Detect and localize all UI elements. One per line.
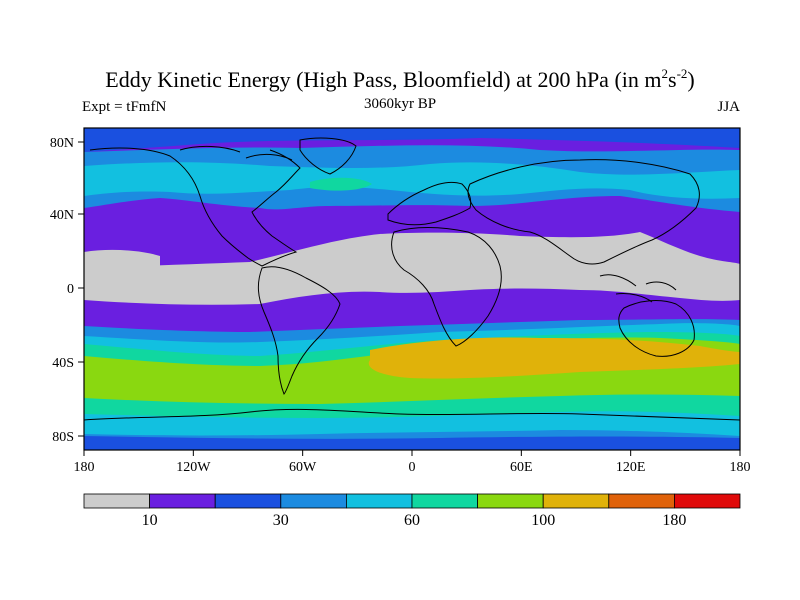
coast-greenland (299, 137, 357, 175)
coast-asia (467, 159, 700, 265)
coast-arctic-islands (179, 145, 293, 161)
coast-antarctica (84, 408, 740, 421)
coastlines (84, 137, 740, 421)
y-axis-ticks: 80N 40N 0 40S 80S (50, 136, 84, 445)
x-axis-ticks: 180 120W 60W 0 60E 120E 180 (74, 450, 751, 475)
colorbar-swatch (345, 493, 413, 509)
coast-europe (387, 181, 472, 226)
y-tick-label: 80N (50, 136, 74, 151)
colorbar-swatch (214, 493, 282, 509)
colorbar-swatch (83, 493, 150, 509)
experiment-label: Expt = tFmfN (82, 99, 167, 115)
x-tick-label: 120E (616, 460, 646, 475)
coast-africa (391, 227, 502, 347)
y-tick-label: 40N (50, 208, 74, 223)
eke-field (84, 128, 740, 450)
colorbar-swatch (477, 493, 544, 509)
colorbar-label: 180 (662, 512, 686, 529)
colorbar-swatch (411, 493, 478, 509)
band-south-orange (368, 337, 740, 379)
y-tick-label: 80S (52, 430, 74, 445)
x-tick-label: 60W (289, 460, 317, 475)
y-tick-label: 40S (52, 356, 74, 371)
coast-north-america (89, 147, 301, 267)
coast-australia (618, 300, 695, 357)
band-arctic-blue (84, 128, 740, 152)
x-tick-label: 120W (176, 460, 211, 475)
x-tick-label: 0 (409, 460, 416, 475)
colorbar-swatch (542, 493, 610, 509)
colorbar-labels: 10 30 60 100 180 (142, 512, 687, 529)
colorbar-label: 100 (531, 512, 555, 529)
colorbar-swatch (280, 493, 347, 509)
colorbar-swatch (149, 493, 216, 509)
colorbar-label: 60 (404, 512, 420, 529)
band-antarctic-blue (84, 436, 740, 450)
season-label: JJA (717, 99, 740, 115)
colorbar-label: 10 (142, 512, 158, 529)
colorbar-swatch (674, 493, 741, 509)
colorbar (83, 493, 741, 509)
x-tick-label: 180 (74, 460, 95, 475)
x-tick-label: 180 (730, 460, 751, 475)
plot-title: Eddy Kinetic Energy (High Pass, Bloomfie… (105, 66, 695, 92)
coast-south-america (257, 266, 341, 395)
y-tick-label: 0 (67, 282, 74, 297)
band-equator-grey (84, 232, 740, 305)
colorbar-swatch (608, 493, 675, 509)
band-north-cyan (84, 162, 740, 199)
x-tick-label: 60E (510, 460, 533, 475)
colorbar-label: 30 (273, 512, 289, 529)
time-label: 3060kyr BP (363, 96, 437, 112)
band-north-teal (310, 177, 372, 191)
band-pacific-grey (84, 249, 160, 272)
